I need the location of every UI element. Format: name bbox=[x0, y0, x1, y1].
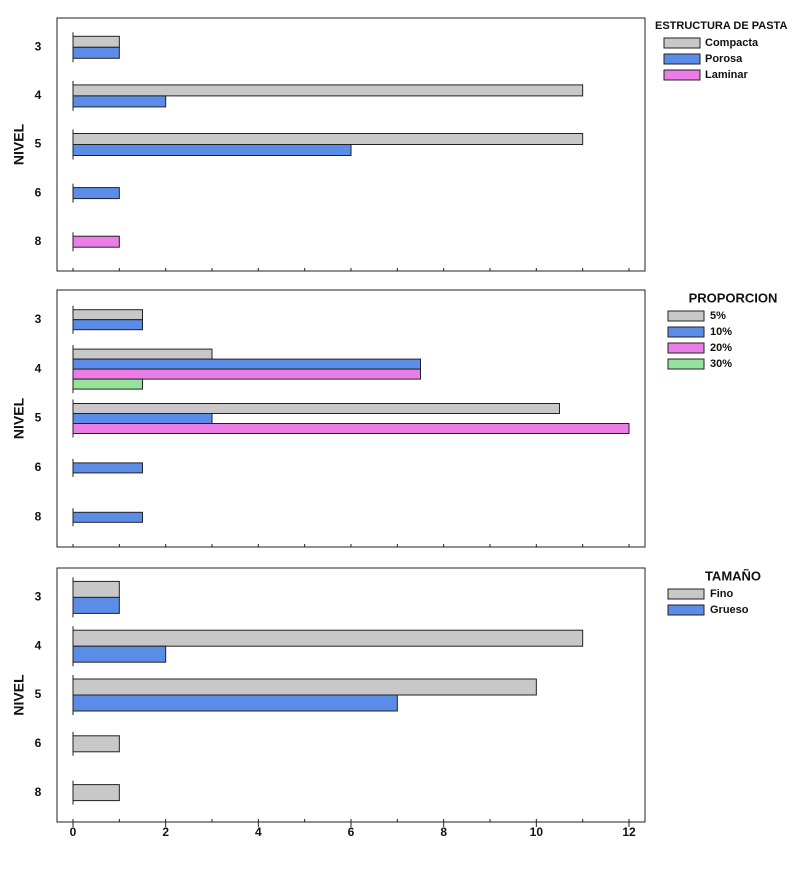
legend-label: 20% bbox=[710, 342, 732, 354]
y-axis-label: NIVEL bbox=[11, 674, 27, 716]
bar bbox=[72, 35, 120, 48]
x-tick-label: 2 bbox=[162, 825, 169, 839]
bar bbox=[72, 423, 630, 434]
bar bbox=[72, 358, 421, 370]
y-tick-label: 8 bbox=[35, 509, 42, 523]
y-tick-label: 3 bbox=[35, 312, 42, 326]
bar bbox=[72, 596, 120, 614]
bar bbox=[72, 784, 120, 802]
legend-label: 5% bbox=[710, 310, 726, 322]
legend-title: TAMAÑO bbox=[705, 568, 761, 583]
legend-label: Compacta bbox=[705, 37, 759, 49]
bar bbox=[72, 235, 120, 248]
bar bbox=[72, 462, 143, 474]
y-tick-label: 6 bbox=[35, 736, 42, 750]
legend-swatch bbox=[667, 310, 705, 322]
x-tick-label: 8 bbox=[440, 825, 447, 839]
y-axis-label: NIVEL bbox=[11, 123, 27, 165]
bar bbox=[72, 629, 584, 647]
x-tick-label: 0 bbox=[70, 825, 77, 839]
bar bbox=[72, 580, 120, 598]
bar bbox=[72, 413, 213, 424]
y-tick-label: 3 bbox=[35, 590, 42, 604]
legend-label: Laminar bbox=[705, 69, 749, 81]
bar bbox=[72, 133, 584, 145]
bar bbox=[72, 348, 213, 360]
bar bbox=[72, 95, 167, 108]
x-tick-label: 12 bbox=[622, 825, 636, 839]
bar bbox=[72, 46, 120, 59]
legend-label: Fino bbox=[710, 588, 733, 600]
bar bbox=[72, 511, 143, 523]
bar bbox=[72, 319, 143, 331]
bar bbox=[72, 735, 120, 753]
y-tick-label: 4 bbox=[35, 88, 42, 102]
legend-title: PROPORCION bbox=[689, 290, 778, 305]
y-tick-label: 5 bbox=[35, 137, 42, 151]
legend-swatch bbox=[667, 588, 705, 600]
legend-swatch bbox=[663, 69, 701, 81]
bar bbox=[72, 309, 143, 321]
legend-swatch bbox=[663, 37, 701, 49]
x-tick-label: 4 bbox=[255, 825, 262, 839]
legend-label: 10% bbox=[710, 326, 732, 338]
bar bbox=[72, 645, 167, 663]
legend-label: 30% bbox=[710, 358, 732, 370]
y-tick-label: 5 bbox=[35, 411, 42, 425]
bar bbox=[72, 368, 421, 380]
x-tick-label: 6 bbox=[348, 825, 355, 839]
bar bbox=[72, 694, 398, 712]
y-axis-label: NIVEL bbox=[11, 397, 27, 439]
y-tick-label: 8 bbox=[35, 785, 42, 799]
y-tick-label: 4 bbox=[35, 361, 42, 375]
y-tick-label: 6 bbox=[35, 185, 42, 199]
legend-swatch bbox=[667, 358, 705, 370]
y-tick-label: 8 bbox=[35, 234, 42, 248]
bar bbox=[72, 378, 143, 390]
bar bbox=[72, 678, 537, 696]
legend-swatch bbox=[667, 604, 705, 616]
y-tick-label: 5 bbox=[35, 687, 42, 701]
bar bbox=[72, 84, 584, 97]
bar bbox=[72, 187, 120, 200]
legend-swatch bbox=[667, 326, 705, 338]
x-tick-label: 10 bbox=[530, 825, 544, 839]
legend-label: Porosa bbox=[705, 53, 743, 65]
y-tick-label: 4 bbox=[35, 638, 42, 652]
bar bbox=[72, 403, 560, 414]
bar bbox=[72, 144, 352, 156]
legend-swatch bbox=[667, 342, 705, 354]
legend-label: Grueso bbox=[710, 604, 749, 616]
y-tick-label: 3 bbox=[35, 39, 42, 53]
legend-swatch bbox=[663, 53, 701, 65]
legend-title: ESTRUCTURA DE PASTA bbox=[655, 20, 787, 32]
y-tick-label: 6 bbox=[35, 460, 42, 474]
